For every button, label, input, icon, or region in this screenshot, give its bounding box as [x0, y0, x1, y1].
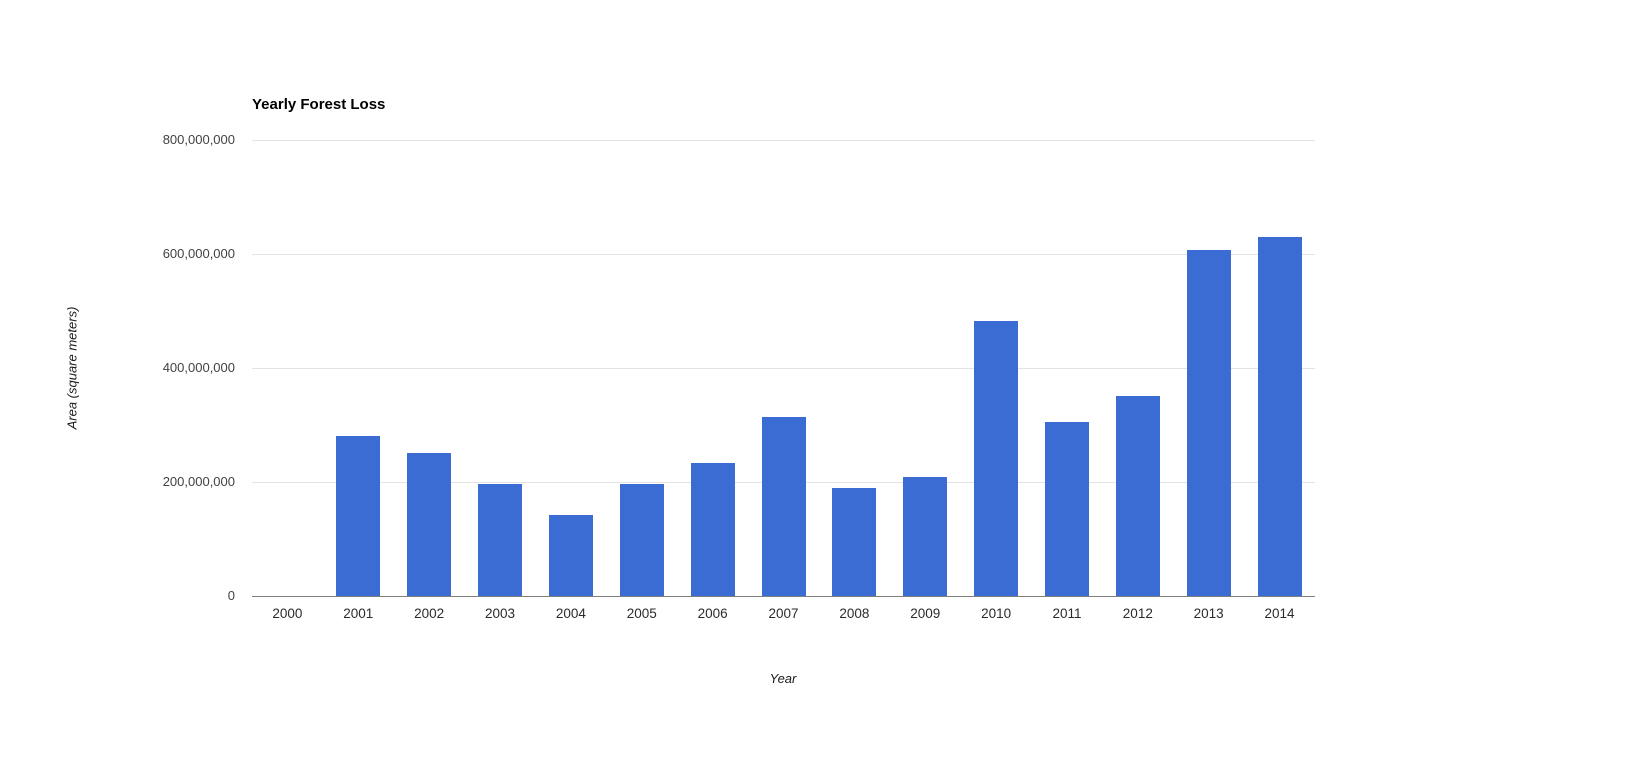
x-axis-tick-labels: 2000 2001 2002 2003 2004 2005 2006 2007 2008 2009…	[252, 606, 1315, 626]
x-tick-label: 2014	[1264, 606, 1295, 621]
x-tick-label: 2011	[1052, 606, 1082, 621]
bar-2008	[832, 488, 877, 596]
gridline	[252, 367, 1315, 369]
y-tick-label: 200,000,000	[162, 474, 235, 489]
x-tick-label: 2012	[1122, 606, 1153, 621]
bar-2002	[407, 452, 452, 596]
y-axis-tick-labels: 0 200,000,000 400,000,000 600,000,000 800,00…	[60, 132, 235, 603]
bar-2006	[690, 463, 735, 596]
gridline	[252, 253, 1315, 255]
x-tick-label: 2009	[910, 606, 941, 621]
gridline	[252, 139, 1315, 141]
x-tick-label: 2008	[839, 606, 870, 621]
bar-2012	[1115, 395, 1160, 596]
bar-2013	[1186, 250, 1231, 596]
x-tick-label: 2013	[1193, 606, 1224, 621]
bar-2014	[1257, 236, 1302, 596]
y-tick-label: 0	[227, 588, 235, 603]
bar-2009	[903, 477, 948, 596]
x-tick-label: 2002	[414, 606, 445, 621]
x-axis-title: Year	[769, 671, 797, 686]
x-tick-label: 2006	[697, 606, 728, 621]
bar-2005	[619, 484, 664, 596]
x-tick-label: 2003	[485, 606, 516, 621]
bar-2004	[548, 514, 593, 596]
x-tick-label: 2000	[272, 606, 303, 621]
chart-title: Yearly Forest Loss	[252, 96, 386, 113]
bar-2001	[336, 436, 381, 596]
y-tick-label: 400,000,000	[162, 360, 235, 375]
plot-area	[252, 139, 1315, 597]
x-tick-label: 2005	[626, 606, 657, 621]
bar-2010	[974, 321, 1019, 596]
bar-2011	[1044, 422, 1089, 596]
y-tick-label: 600,000,000	[162, 246, 235, 261]
x-tick-label: 2010	[981, 606, 1012, 621]
x-tick-label: 2001	[343, 606, 374, 621]
bar-2003	[478, 484, 523, 596]
bar-2007	[761, 417, 806, 596]
x-axis-baseline	[252, 595, 1315, 597]
x-tick-label: 2007	[768, 606, 799, 621]
x-tick-label: 2004	[555, 606, 586, 621]
y-tick-label: 800,000,000	[162, 132, 235, 147]
